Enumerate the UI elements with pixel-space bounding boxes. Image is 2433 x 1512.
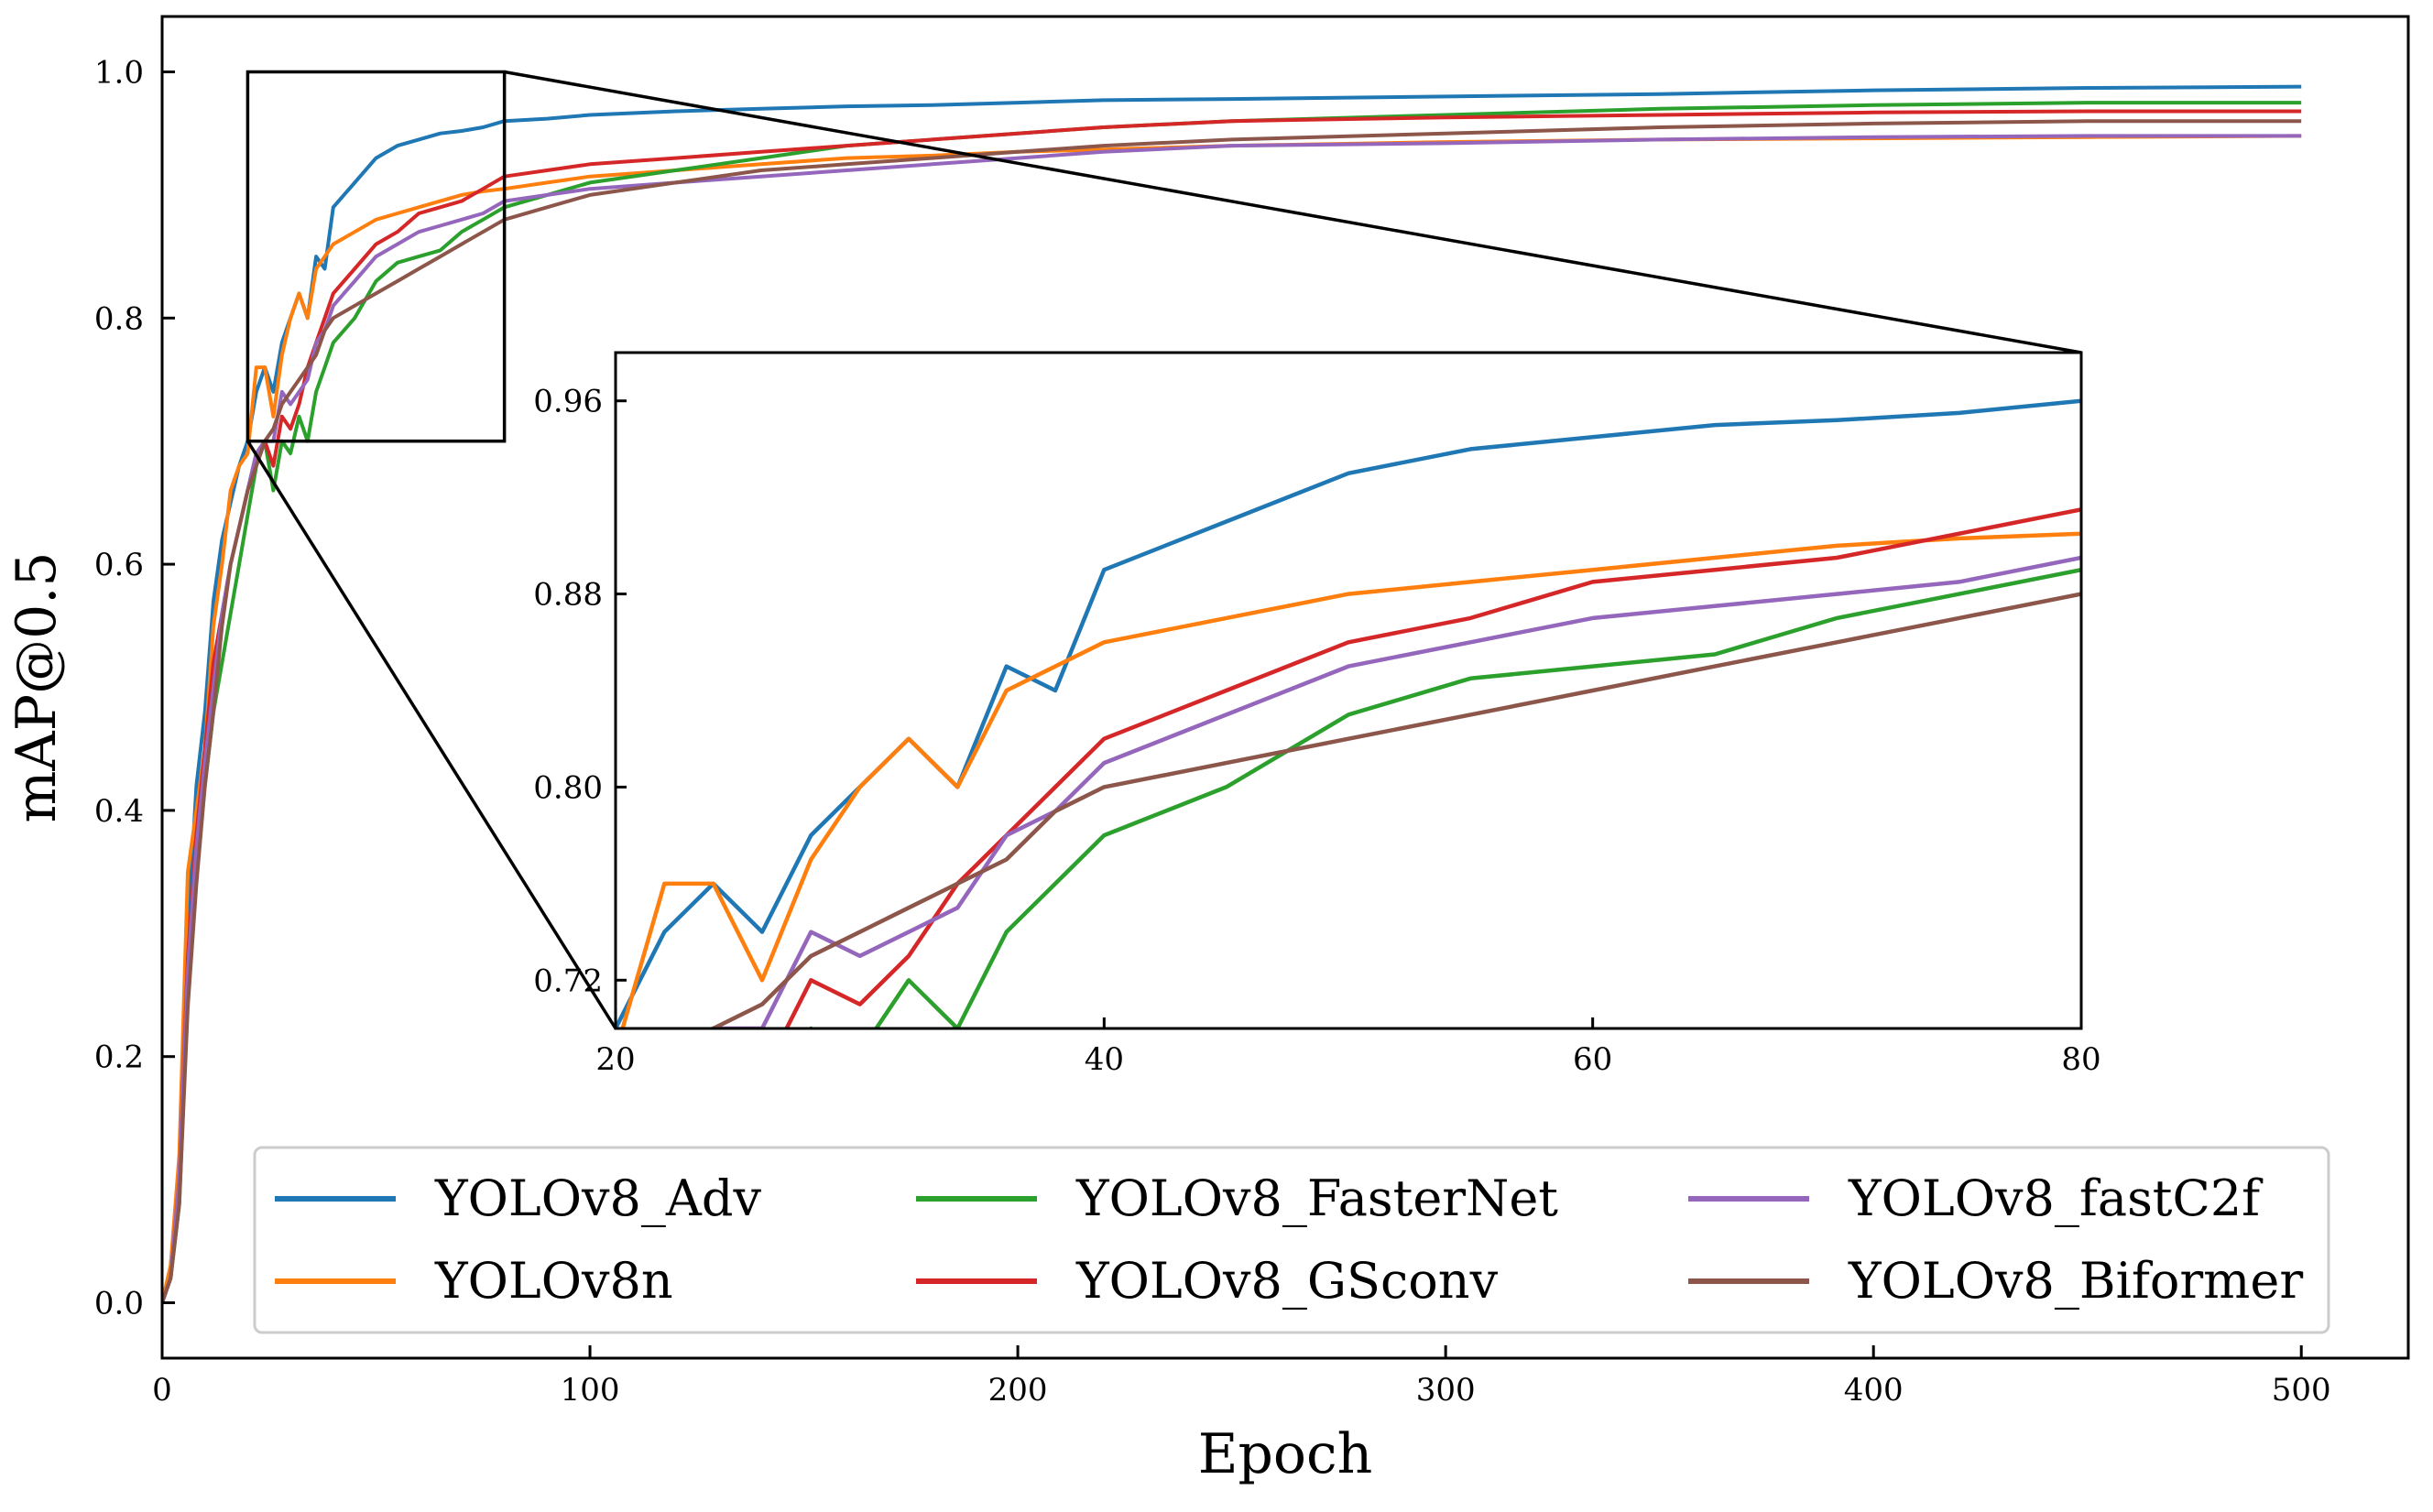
zoom-connector-top [504,70,2082,354]
legend-box [253,1146,2330,1334]
inset-background [616,353,2081,1028]
main-x-ticks: 0 100 200 300 400 500 [152,1345,2331,1409]
legend-label-0: YOLOv8_Adv [434,1169,761,1227]
inset-x-tick-label: 20 [595,1041,635,1078]
series-line-5 [162,119,2302,1304]
main-axes-frame [160,15,2410,1360]
y-tick-label: 0.8 [94,300,144,337]
inset-series-line-1 [620,531,2081,1028]
y-tick-label: 0.6 [94,547,144,583]
inset-x-tick-label: 40 [1085,1041,1124,1078]
zoom-box [245,70,507,443]
y-tick-label: 0.0 [94,1286,144,1322]
y-tick-label: 0.2 [94,1039,144,1076]
inset-series-line-3 [708,507,2081,1028]
x-tick-label: 100 [561,1372,620,1409]
legend-label-4: YOLOv8_fastC2f [1848,1169,2264,1227]
inset-zoom-plot: 20 40 60 80 0.72 0.80 0.88 0.96 [533,351,2101,1078]
inset-y-tick-label: 0.80 [533,769,603,806]
zoom-connector-bottom [245,440,617,1029]
x-tick-label: 200 [988,1372,1048,1409]
zoom-indicator [245,70,2082,1029]
inset-y-tick-label: 0.96 [533,384,603,420]
inset-y-tick-label: 0.88 [533,577,603,614]
legend-label-5: YOLOv8_Biformer [1848,1252,2303,1310]
inset-plot-lines [616,398,2081,1028]
inset-series-line-2 [710,567,2081,1028]
x-axis-label: Epoch [1198,1422,1373,1486]
inset-x-ticks: 20 40 60 80 [595,1017,2101,1078]
inset-axes-frame [614,351,2083,1030]
y-axis-label: mAP@0.5 [5,551,69,822]
x-tick-label: 300 [1416,1372,1476,1409]
x-tick-label: 400 [1844,1372,1904,1409]
main-y-ticks: 0.0 0.2 0.4 0.6 0.8 1.0 [94,54,175,1322]
x-tick-label: 500 [2272,1372,2331,1409]
inset-x-tick-label: 80 [2061,1041,2100,1078]
y-tick-label: 0.4 [94,793,144,830]
inset-series-line-0 [616,398,2081,1028]
inset-series-line-5 [710,592,2081,1028]
inset-y-tick-label: 0.72 [533,963,603,999]
inset-x-tick-label: 60 [1573,1041,1612,1078]
series-line-0 [162,84,2302,1303]
legend-label-1: YOLOv8n [434,1252,673,1310]
legend-label-2: YOLOv8_FasterNet [1075,1169,1558,1227]
legend-label-3: YOLOv8_GSconv [1075,1252,1499,1310]
x-tick-label: 0 [152,1372,172,1409]
legend: YOLOv8_Adv YOLOv8n YOLOv8_FasterNet YOLOv8_… [253,1146,2330,1334]
inset-y-ticks: 0.72 0.80 0.88 0.96 [533,384,627,999]
main-plot-lines [162,84,2302,1304]
y-tick-label: 1.0 [94,54,144,91]
